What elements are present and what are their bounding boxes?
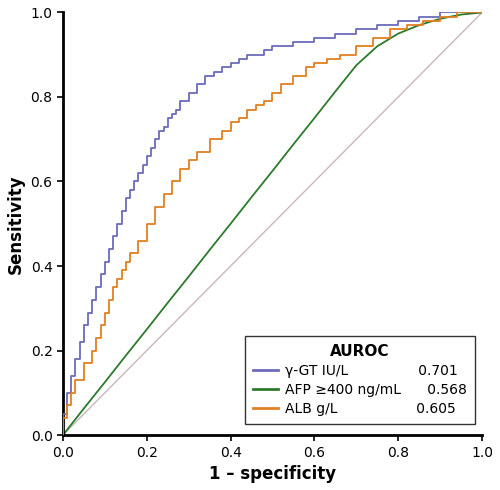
Legend: γ-GT IU/L                0.701, AFP ≥400 ng/mL      0.568, ALB g/L              : γ-GT IU/L 0.701, AFP ≥400 ng/mL 0.568, A…: [244, 336, 475, 424]
X-axis label: 1 – specificity: 1 – specificity: [209, 465, 336, 483]
Y-axis label: Sensitivity: Sensitivity: [7, 174, 25, 273]
